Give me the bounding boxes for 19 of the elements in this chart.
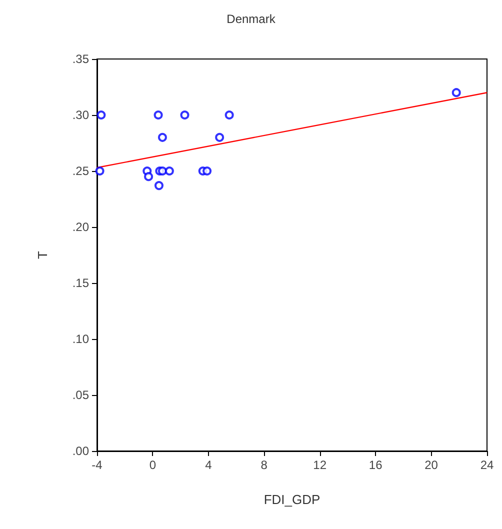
x-tick-label: 4 xyxy=(205,458,212,472)
y-tick-label: .15 xyxy=(72,276,90,290)
y-tick-label: .20 xyxy=(72,220,90,234)
y-tick-label: .25 xyxy=(72,164,90,178)
x-tick-label: -4 xyxy=(92,458,103,472)
y-tick-label: .35 xyxy=(72,52,90,66)
y-tick-label: .30 xyxy=(72,108,90,122)
y-tick-label: .10 xyxy=(72,332,90,346)
x-tick-label: 0 xyxy=(149,458,156,472)
chart-title: Denmark xyxy=(226,12,276,26)
y-tick-label: .00 xyxy=(72,444,90,458)
x-tick-label: 24 xyxy=(480,458,494,472)
x-tick-label: 12 xyxy=(313,458,327,472)
y-tick-label: .05 xyxy=(72,388,90,402)
x-tick-label: 16 xyxy=(368,458,383,472)
x-tick-label: 20 xyxy=(424,458,438,472)
x-tick-label: 8 xyxy=(260,458,268,472)
x-axis-title: FDI_GDP xyxy=(264,492,320,507)
y-axis-title: T xyxy=(35,250,50,259)
